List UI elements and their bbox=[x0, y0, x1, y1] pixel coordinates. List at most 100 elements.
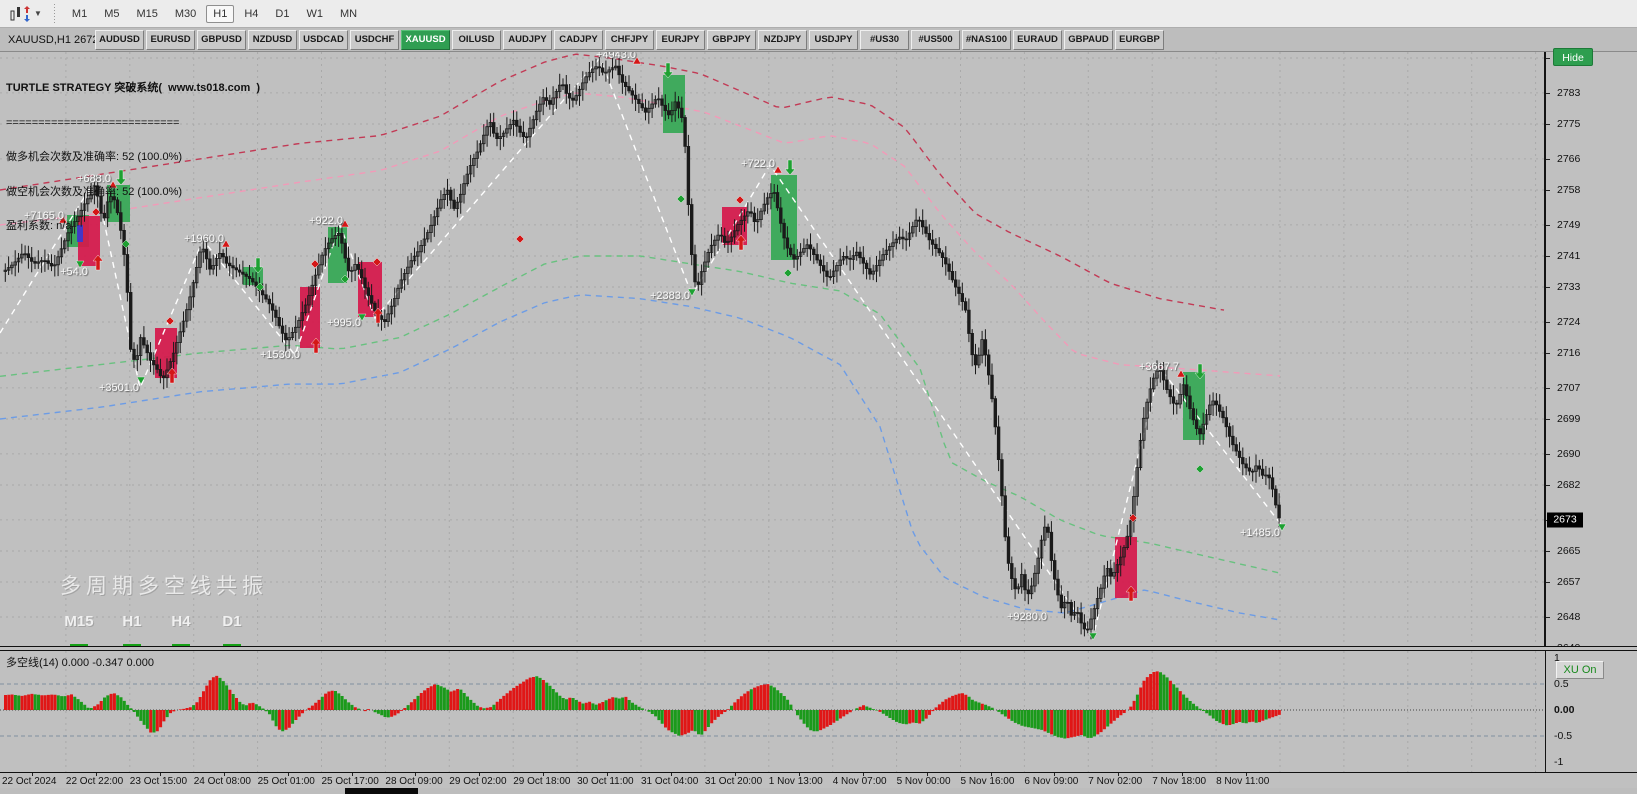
tab-audusd[interactable]: AUDUSD bbox=[95, 30, 144, 50]
red-diamond-marker bbox=[1128, 513, 1138, 523]
tab-eurjpy[interactable]: EURJPY bbox=[656, 30, 705, 50]
green-diamond-marker bbox=[783, 268, 793, 278]
trade-profit-label: +7165.0 bbox=[23, 210, 65, 222]
time-tick-label: 1 Nov 13:00 bbox=[768, 776, 823, 787]
time-axis[interactable]: 22 Oct 2024 22 Oct 22:00 23 Oct 15:00 24 Oc… bbox=[0, 772, 1637, 788]
sell-arrow-icon bbox=[1194, 363, 1206, 380]
trade-profit-label: +995.0 bbox=[327, 317, 361, 329]
price-tick bbox=[1545, 158, 1550, 160]
price-tick-label: 2775 bbox=[1557, 117, 1581, 130]
price-tick bbox=[1545, 582, 1550, 583]
timeframe-button-m1[interactable]: M1 bbox=[71, 7, 88, 20]
time-tick bbox=[1118, 773, 1120, 776]
tab-eurusd[interactable]: EURUSD bbox=[146, 30, 195, 50]
trade-profit-label: +922.0 bbox=[309, 215, 343, 227]
status-square-m15 bbox=[70, 644, 88, 646]
tab-nas100[interactable]: #NAS100 bbox=[962, 30, 1011, 50]
time-tick bbox=[671, 773, 672, 776]
time-tick bbox=[734, 773, 736, 776]
tab-oilusd[interactable]: OILUSD bbox=[452, 30, 501, 50]
time-tick bbox=[798, 773, 800, 776]
price-tick-label: 2657 bbox=[1557, 576, 1581, 588]
hide-button[interactable]: Hide bbox=[1553, 48, 1593, 66]
panel-divider[interactable] bbox=[0, 646, 1637, 651]
red-triangle-marker bbox=[108, 180, 118, 189]
timeframe-button-mn[interactable]: MN bbox=[339, 7, 358, 20]
timeframe-button-w1[interactable]: W1 bbox=[306, 7, 323, 20]
chart-area[interactable]: TURTLE STRATEGY 突破系统( www.ts018.com ) ==… bbox=[0, 52, 1545, 646]
chart-type-icon[interactable] bbox=[8, 5, 32, 23]
timeframe-button-m5[interactable]: M5 bbox=[104, 7, 120, 20]
red-triangle-marker bbox=[773, 165, 783, 174]
indicator-tick-label: 0.5 bbox=[1554, 678, 1569, 690]
tab-xauusd[interactable]: XAUUSD bbox=[401, 30, 450, 50]
timeframe-button-m30[interactable]: M30 bbox=[174, 7, 197, 20]
red-diamond-marker bbox=[372, 257, 382, 267]
price-tick bbox=[1545, 453, 1550, 455]
tab-usdchf[interactable]: USDCHF bbox=[350, 30, 399, 50]
tab-nzdjpy[interactable]: NZDJPY bbox=[758, 30, 807, 50]
price-tick-label: 2690 bbox=[1557, 447, 1581, 460]
tab-usdcad[interactable]: USDCAD bbox=[299, 30, 348, 50]
price-tick-label: 2733 bbox=[1557, 281, 1581, 293]
band-blue bbox=[0, 294, 1281, 621]
strategy-title: TURTLE STRATEGY 突破系统( www.ts018.com ) bbox=[6, 82, 261, 94]
buy-arrow-icon bbox=[166, 367, 178, 384]
time-tick-label: 29 Oct 18:00 bbox=[513, 776, 571, 787]
trade-zone-green bbox=[1183, 372, 1205, 440]
taskbar-peek bbox=[345, 788, 418, 794]
xu-toggle-button[interactable]: XU On bbox=[1556, 661, 1604, 679]
indicator-panel[interactable]: 多空线(14) 0.000 -0.347 0.000 bbox=[0, 651, 1545, 772]
price-tick-label: 2724 bbox=[1557, 315, 1581, 328]
buy-arrow-icon bbox=[92, 254, 104, 271]
red-diamond-marker bbox=[310, 259, 320, 269]
tab-eurgbp[interactable]: EURGBP bbox=[1115, 30, 1164, 50]
watermark-tf-m15: M15 bbox=[64, 613, 94, 630]
watermark-tf-d1: D1 bbox=[222, 613, 242, 630]
tab-nzdusd[interactable]: NZDUSD bbox=[248, 30, 297, 50]
red-diamond-marker bbox=[91, 207, 101, 217]
red-triangle-marker bbox=[1176, 369, 1186, 378]
toolbar-separator bbox=[51, 3, 57, 24]
price-tick bbox=[1545, 224, 1550, 226]
tab-cadjpy[interactable]: CADJPY bbox=[554, 30, 603, 50]
watermark-tf-h4: H4 bbox=[171, 613, 191, 630]
sell-arrow-icon bbox=[662, 62, 674, 79]
green-triangle-marker bbox=[136, 376, 146, 385]
tab-chfjpy[interactable]: CHFJPY bbox=[605, 30, 654, 50]
red-diamond-marker bbox=[735, 195, 745, 205]
tab-gbpusd[interactable]: GBPUSD bbox=[197, 30, 246, 50]
trade-profit-label: +2383.0 bbox=[649, 290, 691, 302]
sell-arrow-icon bbox=[784, 159, 796, 176]
tab-us500[interactable]: #US500 bbox=[911, 30, 960, 50]
trade-profit-label: +9280.0 bbox=[1006, 611, 1048, 623]
strategy-long-stats: 做多机会次数及准确率: 52 (100.0%) bbox=[6, 151, 183, 163]
price-axis[interactable]: 2792278327752766275827492741273327242716… bbox=[1545, 52, 1637, 654]
tab-euraud[interactable]: EURAUD bbox=[1013, 30, 1062, 50]
price-tick bbox=[1545, 616, 1550, 618]
tab-gbpjpy[interactable]: GBPJPY bbox=[707, 30, 756, 50]
green-triangle-marker bbox=[357, 313, 367, 322]
tab-usdjpy[interactable]: USDJPY bbox=[809, 30, 858, 50]
price-tick-label: 2665 bbox=[1557, 544, 1581, 557]
green-triangle-marker bbox=[75, 260, 85, 269]
price-tick bbox=[1545, 92, 1550, 94]
green-diamond-marker bbox=[121, 239, 131, 249]
tab-us30[interactable]: #US30 bbox=[860, 30, 909, 50]
chevron-down-icon[interactable]: ▼ bbox=[34, 9, 42, 18]
red-triangle-marker bbox=[58, 215, 68, 224]
timeframe-button-d1[interactable]: D1 bbox=[275, 7, 290, 20]
timeframe-button-h1[interactable]: H1 bbox=[206, 4, 235, 23]
bearish-candles bbox=[26, 65, 1281, 631]
watermark-title: 多周期多空线共振 bbox=[60, 575, 268, 598]
red-diamond-marker bbox=[165, 316, 175, 326]
trade-zone-red bbox=[78, 216, 100, 266]
time-tick bbox=[862, 773, 864, 776]
tab-audjpy[interactable]: AUDJPY bbox=[503, 30, 552, 50]
timeframe-button-h4[interactable]: H4 bbox=[244, 7, 259, 20]
price-tick bbox=[1545, 387, 1550, 389]
sell-arrow-icon bbox=[252, 257, 264, 274]
timeframe-button-m15[interactable]: M15 bbox=[136, 7, 158, 20]
tab-gbpaud[interactable]: GBPAUD bbox=[1064, 30, 1113, 50]
